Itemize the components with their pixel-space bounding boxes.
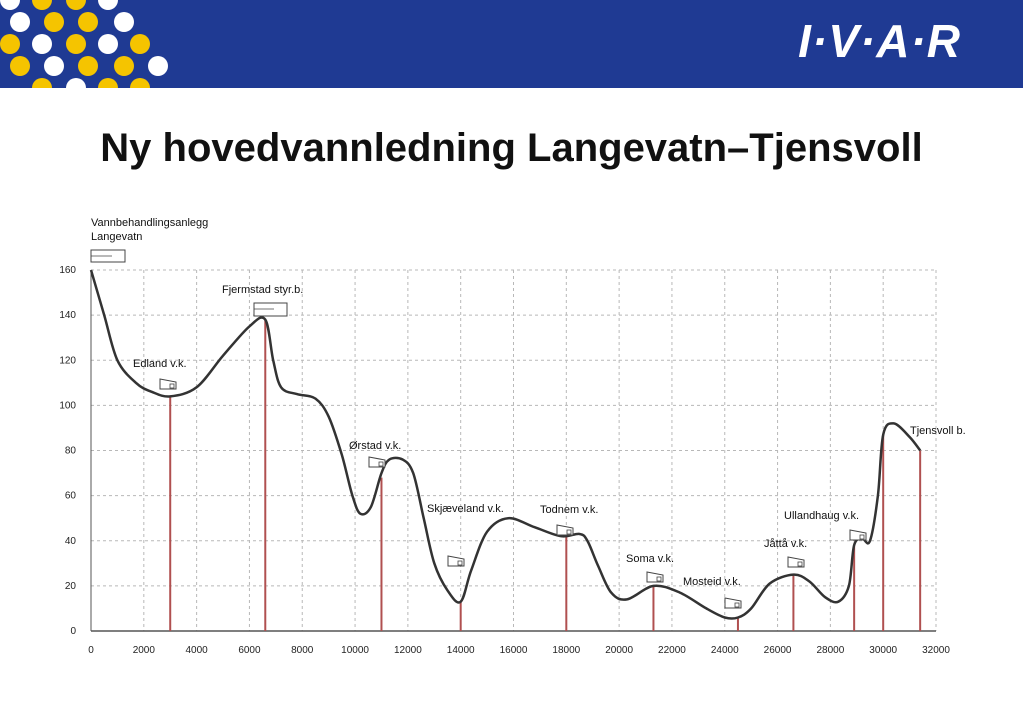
x-tick-label: 20000 [605, 645, 633, 656]
x-tick-label: 32000 [922, 645, 950, 656]
regulation-basin-icon [253, 302, 288, 317]
logo-dots-graphic [0, 0, 168, 88]
x-tick-label: 18000 [552, 645, 580, 656]
x-tick-label: 6000 [238, 645, 261, 656]
station-label: Vannbehandlingsanlegg [91, 217, 208, 229]
station-label: Ørstad v.k. [349, 440, 401, 452]
tank-icon-window [169, 383, 175, 389]
logo-dot [32, 34, 52, 54]
logo-dot [0, 34, 20, 54]
y-tick-label: 100 [59, 400, 76, 411]
waterworks-icon [159, 378, 177, 390]
x-tick-label: 12000 [394, 645, 422, 656]
header-banner: I·V·A·R [0, 0, 1023, 88]
y-tick-label: 40 [65, 536, 77, 547]
x-tick-label: 0 [88, 645, 94, 656]
y-tick-label: 160 [59, 265, 76, 276]
logo-dot [44, 56, 64, 76]
x-tick-label: 14000 [447, 645, 475, 656]
logo-dot [148, 56, 168, 76]
waterworks-icon [724, 597, 742, 609]
tank-icon-window [656, 576, 662, 582]
waterworks-icon [787, 556, 805, 568]
y-tick-label: 0 [70, 626, 76, 637]
y-tick-label: 120 [59, 355, 76, 366]
x-tick-label: 2000 [133, 645, 156, 656]
y-tick-label: 140 [59, 310, 76, 321]
station-label: Tjensvoll b. [910, 425, 966, 437]
logo-dot [130, 34, 150, 54]
logo-dot [98, 34, 118, 54]
logo-dot [130, 78, 150, 88]
station-label: Fjermstad styr.b. [222, 284, 303, 296]
logo-dot [98, 0, 118, 10]
logo-dot [32, 0, 52, 10]
logo-dot [0, 0, 20, 10]
logo-dot [98, 78, 118, 88]
logo-dot [44, 12, 64, 32]
tank-icon-window [734, 602, 740, 608]
x-tick-label: 10000 [341, 645, 369, 656]
logo-dot [66, 0, 86, 10]
basin-icon-body [253, 302, 288, 317]
x-tick-label: 26000 [764, 645, 792, 656]
station-label: Langevatn [91, 231, 142, 243]
y-tick-label: 20 [65, 581, 77, 592]
station-label: Skjæveland v.k. [427, 503, 504, 515]
tank-icon-window [457, 560, 463, 566]
waterworks-icon [368, 456, 386, 468]
waterworks-icon [556, 524, 574, 536]
station-label: Soma v.k. [626, 553, 674, 565]
tank-icon-window [566, 529, 572, 535]
tank-icon-window [797, 561, 803, 567]
station-label: Edland v.k. [133, 358, 187, 370]
logo-dot [66, 34, 86, 54]
logo-dot [78, 56, 98, 76]
station-label: Todnem v.k. [540, 504, 599, 516]
x-tick-label: 4000 [186, 645, 209, 656]
x-tick-label: 16000 [500, 645, 528, 656]
waterworks-icon [646, 571, 664, 583]
logo-dot [32, 78, 52, 88]
station-label: Mosteid v.k. [683, 576, 741, 588]
x-tick-label: 8000 [291, 645, 314, 656]
station-label: Jåttå v.k. [764, 538, 807, 550]
y-tick-label: 80 [65, 446, 77, 457]
slide-title: Ny hovedvannledning Langevatn–Tjensvoll [100, 126, 923, 170]
logo-dot [10, 56, 30, 76]
waterworks-icon [447, 555, 465, 567]
station-label: Ullandhaug v.k. [784, 510, 859, 522]
logo-dot [78, 12, 98, 32]
treatment-plant-icon [90, 249, 126, 263]
waterworks-icon [849, 529, 867, 541]
logo-dot [114, 12, 134, 32]
x-tick-label: 28000 [816, 645, 844, 656]
logo-dot [10, 12, 30, 32]
x-tick-label: 24000 [711, 645, 739, 656]
y-tick-label: 60 [65, 491, 77, 502]
logo-dot [66, 78, 86, 88]
x-tick-label: 30000 [869, 645, 897, 656]
profile-line [89, 269, 922, 620]
ivar-logo: I·V·A·R [798, 15, 961, 67]
x-tick-label: 22000 [658, 645, 686, 656]
tank-icon-window [859, 534, 865, 540]
logo-dot [114, 56, 134, 76]
tank-icon-window [378, 461, 384, 467]
